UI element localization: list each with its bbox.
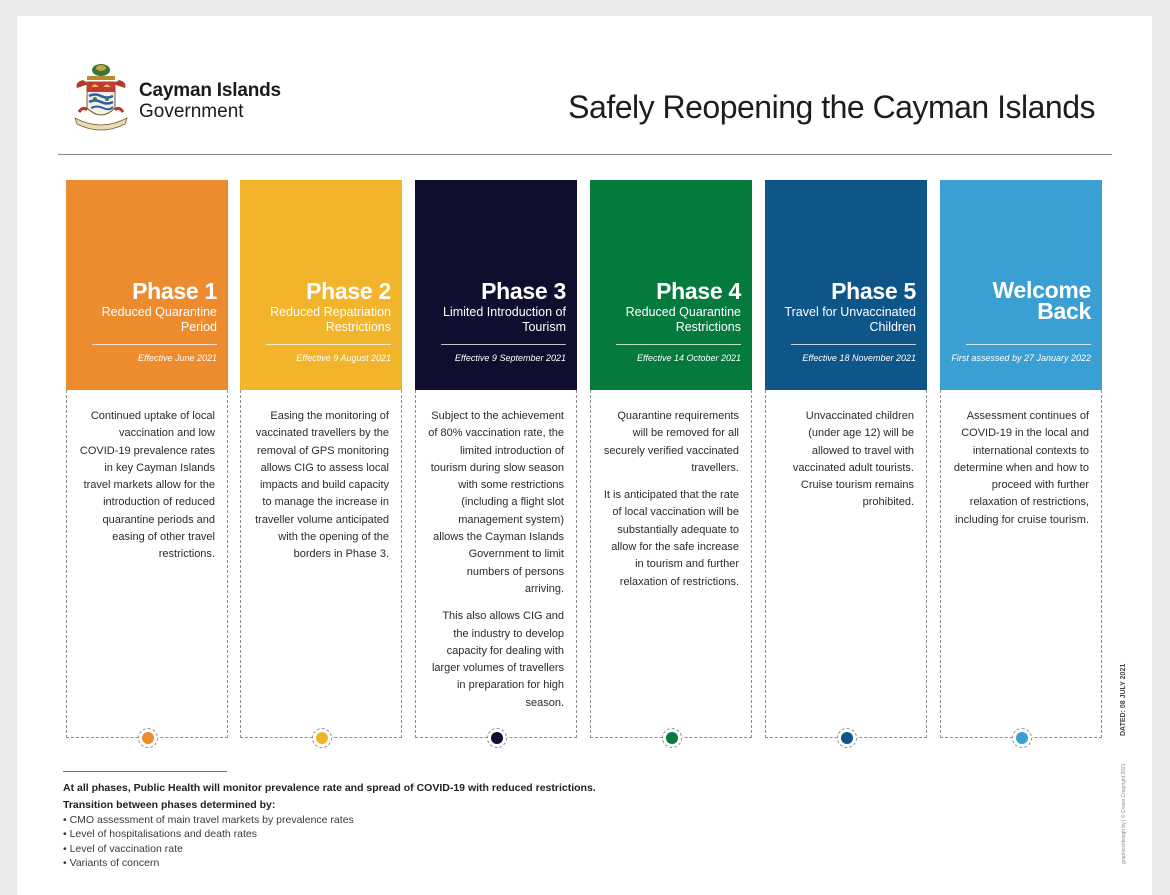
list-item: • CMO assessment of main travel markets … [63, 814, 354, 826]
phase-divider [791, 344, 916, 345]
phase-paragraph: Easing the monitoring of vaccinated trav… [255, 410, 389, 561]
infographic-page: Cayman Islands Government Safely Reopeni… [17, 16, 1152, 895]
timeline-dot [491, 732, 503, 744]
phase-divider [441, 344, 566, 345]
phase-paragraph: Assessment continues of COVID-19 in the … [953, 410, 1089, 526]
phase-effective-date: Effective 14 October 2021 [636, 353, 741, 363]
transition-heading: Transition between phases determined by: [63, 799, 276, 811]
phase-paragraph: Quarantine requirements will be removed … [603, 410, 739, 474]
public-health-statement: At all phases, Public Health will monito… [63, 782, 596, 794]
phase-description: Unvaccinated children (under age 12) wil… [765, 390, 927, 748]
phase-title: Welcome Back [992, 277, 1092, 324]
org-name-line1: Cayman Islands [139, 80, 281, 101]
page-title: Safely Reopening the Cayman Islands [568, 89, 1095, 125]
phase-effective-date: Effective 9 September 2021 [454, 353, 566, 363]
timeline-dot [841, 732, 853, 744]
timeline-marker [1012, 728, 1032, 748]
timeline-marker [662, 728, 682, 748]
timeline-marker [487, 728, 507, 748]
phase-header-4: Phase 4 Reduced Quarantine Restrictions … [590, 180, 752, 390]
phase-title: Phase 1 [132, 278, 217, 304]
list-item: • Level of hospitalisations and death ra… [63, 828, 257, 841]
coat-of-arms-logo [74, 64, 128, 131]
phase-divider [92, 344, 217, 345]
phase-header-2: Phase 2 Reduced Repatriation Restriction… [240, 180, 402, 390]
phase-subtitle: Limited Introduction of Tourism [443, 305, 566, 334]
footer-divider [63, 771, 227, 772]
phase-header-1: Phase 1 Reduced Quarantine Period Effect… [66, 180, 228, 390]
phase-effective-date: Effective June 2021 [137, 353, 217, 363]
copyright-credit: graphics/design by | © Crown Copyright 2… [1121, 763, 1127, 864]
phase-card-6: Welcome Back First assessed by 27 January… [940, 180, 1102, 748]
phase-description: Subject to the achievement of 80% vaccin… [415, 390, 577, 748]
phase-title: Phase 3 [481, 278, 566, 304]
phase-paragraph: It is anticipated that the rate of local… [603, 489, 739, 588]
phase-effective-date: Effective 18 November 2021 [802, 353, 916, 363]
phase-paragraph: Unvaccinated children (under age 12) wil… [792, 410, 914, 509]
timeline-marker [312, 728, 332, 748]
phase-description: Continued uptake of local vaccination an… [66, 390, 228, 748]
phase-title: Phase 4 [656, 278, 741, 304]
phase-header-6: Welcome Back First assessed by 27 January… [940, 180, 1102, 390]
phase-description: Quarantine requirements will be removed … [590, 390, 752, 748]
phase-title: Phase 5 [831, 278, 916, 304]
phase-subtitle: Travel for Unvaccinated Children [784, 305, 916, 334]
organization-name: Cayman Islands Government [139, 80, 281, 122]
phase-title: Phase 2 [306, 278, 391, 304]
list-item: • Level of vaccination rate [63, 842, 183, 855]
phase-card-1: Phase 1 Reduced Quarantine Period Effect… [66, 180, 228, 748]
timeline-marker [837, 728, 857, 748]
org-name-line2: Government [139, 101, 244, 122]
phase-divider [616, 344, 741, 345]
phase-divider [266, 344, 391, 345]
phase-effective-date: First assessed by 27 January 2022 [951, 353, 1091, 363]
phase-subtitle: Reduced Quarantine Restrictions [625, 305, 741, 334]
phase-effective-date: Effective 9 August 2021 [296, 353, 391, 363]
phase-subtitle: Reduced Quarantine Period [101, 305, 217, 334]
list-item: • Variants of concern [63, 856, 160, 869]
phase-header-5: Phase 5 Travel for Unvaccinated Children… [765, 180, 927, 390]
phase-card-3: Phase 3 Limited Introduction of Tourism … [415, 180, 577, 748]
timeline-dot [316, 732, 328, 744]
timeline-dot [1016, 732, 1028, 744]
phase-description: Assessment continues of COVID-19 in the … [940, 390, 1102, 748]
timeline-dot [142, 732, 154, 744]
phase-description: Easing the monitoring of vaccinated trav… [240, 390, 402, 748]
phase-paragraph: Continued uptake of local vaccination an… [79, 410, 215, 561]
phase-card-2: Phase 2 Reduced Repatriation Restriction… [240, 180, 402, 748]
header-divider [58, 154, 1112, 155]
transition-criteria-list: • CMO assessment of main travel markets … [63, 813, 354, 870]
phase-header-3: Phase 3 Limited Introduction of Tourism … [415, 180, 577, 390]
timeline-marker [138, 728, 158, 748]
phase-subtitle: Reduced Repatriation Restrictions [270, 305, 391, 334]
phase-divider [966, 344, 1091, 345]
timeline-dot [666, 732, 678, 744]
phase-paragraph: This also allows CIG and the industry to… [431, 610, 564, 709]
dated-label: DATED: 08 JULY 2021 [1120, 663, 1127, 736]
phase-card-4: Phase 4 Reduced Quarantine Restrictions … [590, 180, 752, 748]
phase-paragraph: Subject to the achievement of 80% vaccin… [428, 410, 564, 595]
phase-card-5: Phase 5 Travel for Unvaccinated Children… [765, 180, 927, 748]
